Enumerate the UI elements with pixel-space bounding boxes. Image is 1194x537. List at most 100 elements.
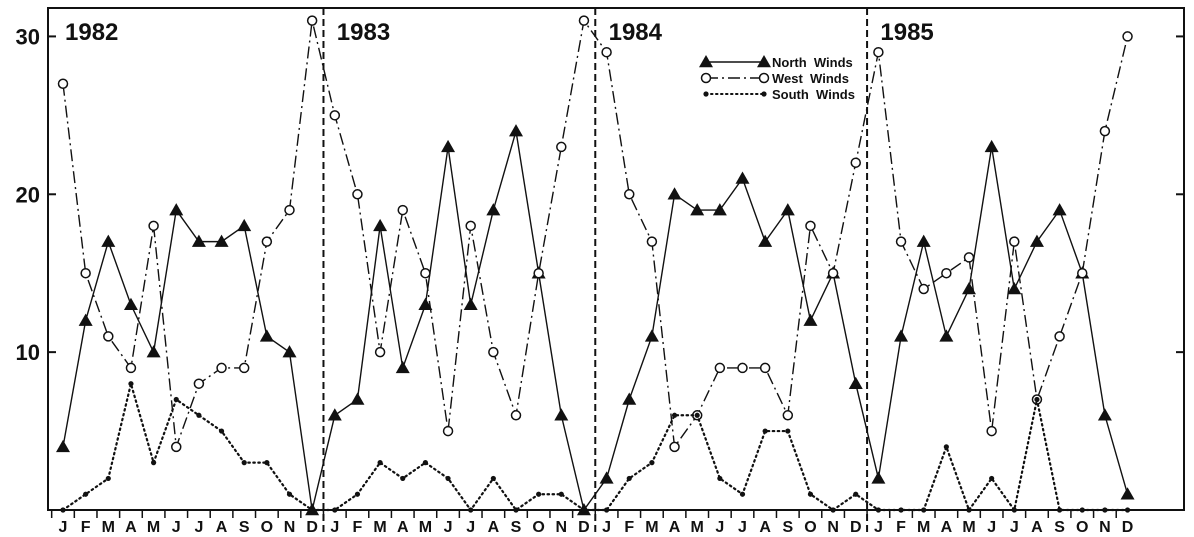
data-point: [509, 124, 523, 137]
month-label: O: [532, 519, 544, 536]
data-point: [921, 507, 927, 513]
data-point: [146, 345, 161, 358]
month-label: A: [669, 519, 681, 536]
y-axis: 10 20 30: [16, 24, 1184, 365]
data-point: [105, 475, 111, 482]
month-label: N: [827, 519, 839, 536]
data-point: [463, 297, 478, 311]
month-label: N: [284, 519, 296, 536]
data-point: [264, 460, 270, 466]
data-point: [554, 408, 569, 421]
data-point: [442, 425, 454, 437]
data-point: [468, 507, 474, 513]
data-point: [871, 471, 886, 484]
data-point: [780, 203, 795, 216]
month-label: M: [373, 519, 386, 536]
data-point: [327, 408, 342, 421]
month-label: J: [738, 519, 747, 536]
data-point: [352, 189, 363, 200]
month-label: A: [759, 519, 771, 536]
data-point: [898, 507, 904, 513]
data-point: [758, 234, 773, 247]
data-point: [626, 475, 632, 482]
data-point: [173, 396, 179, 403]
month-label: A: [216, 519, 228, 536]
data-point: [465, 220, 476, 232]
data-point: [216, 362, 227, 374]
data-point: [510, 410, 522, 421]
month-label: J: [715, 519, 724, 536]
month-label: M: [419, 519, 432, 536]
data-point: [986, 425, 997, 437]
month-label: D: [306, 519, 318, 536]
data-point: [536, 491, 542, 497]
legend-label: South Winds: [772, 87, 855, 102]
series-line: [61, 379, 1129, 513]
legend-marker: [703, 91, 709, 97]
data-point: [916, 234, 931, 247]
data-point: [941, 267, 952, 279]
data-point: [533, 267, 544, 279]
data-point: [649, 460, 655, 466]
data-point: [694, 412, 700, 418]
data-point: [1097, 408, 1112, 421]
year-dividers: [322, 8, 869, 536]
data-point: [418, 297, 433, 311]
data-point: [624, 189, 635, 200]
month-label: J: [466, 519, 475, 536]
data-point: [966, 507, 972, 513]
year-label: 1984: [609, 19, 663, 46]
data-point: [558, 491, 564, 497]
data-point: [1079, 507, 1085, 513]
data-point: [490, 475, 496, 482]
data-point: [1120, 487, 1135, 500]
month-label: A: [488, 519, 500, 536]
month-label: J: [874, 519, 883, 536]
legend-label: West Winds: [772, 71, 849, 86]
month-label: S: [782, 519, 793, 536]
data-point: [939, 329, 954, 342]
data-point: [128, 381, 134, 387]
month-label: F: [896, 519, 906, 536]
data-point: [171, 441, 182, 453]
month-label: J: [330, 519, 339, 536]
data-point: [1099, 125, 1111, 137]
month-label: M: [102, 519, 115, 536]
data-point: [1057, 507, 1063, 513]
series-1: [57, 15, 1133, 453]
data-point: [284, 204, 295, 216]
data-point: [785, 428, 791, 434]
month-label: S: [239, 519, 250, 536]
data-point: [103, 331, 114, 342]
data-point: [377, 460, 383, 466]
data-point: [123, 297, 138, 311]
month-label: M: [147, 519, 160, 536]
data-point: [350, 392, 365, 405]
legend-marker: [761, 91, 767, 97]
data-point: [894, 329, 909, 342]
month-label: S: [1054, 519, 1065, 536]
data-point: [306, 15, 318, 26]
month-label: D: [578, 519, 590, 536]
month-label: M: [917, 519, 930, 536]
plot-frame: [47, 7, 1185, 511]
data-point: [80, 267, 91, 279]
month-label: J: [172, 519, 181, 536]
data-point: [1077, 267, 1088, 279]
data-point: [1054, 331, 1065, 342]
data-point: [441, 139, 456, 153]
data-point: [717, 475, 723, 482]
data-point: [83, 491, 89, 497]
data-point: [400, 475, 406, 482]
data-point: [873, 46, 884, 58]
data-point: [1009, 236, 1020, 247]
data-point: [737, 362, 748, 374]
data-point: [282, 345, 297, 358]
month-label: A: [125, 519, 137, 536]
data-point: [943, 444, 949, 450]
data-point: [191, 234, 206, 247]
data-point: [762, 428, 768, 434]
month-label: A: [397, 519, 409, 536]
month-label: D: [1122, 519, 1134, 536]
month-label: S: [511, 519, 522, 536]
